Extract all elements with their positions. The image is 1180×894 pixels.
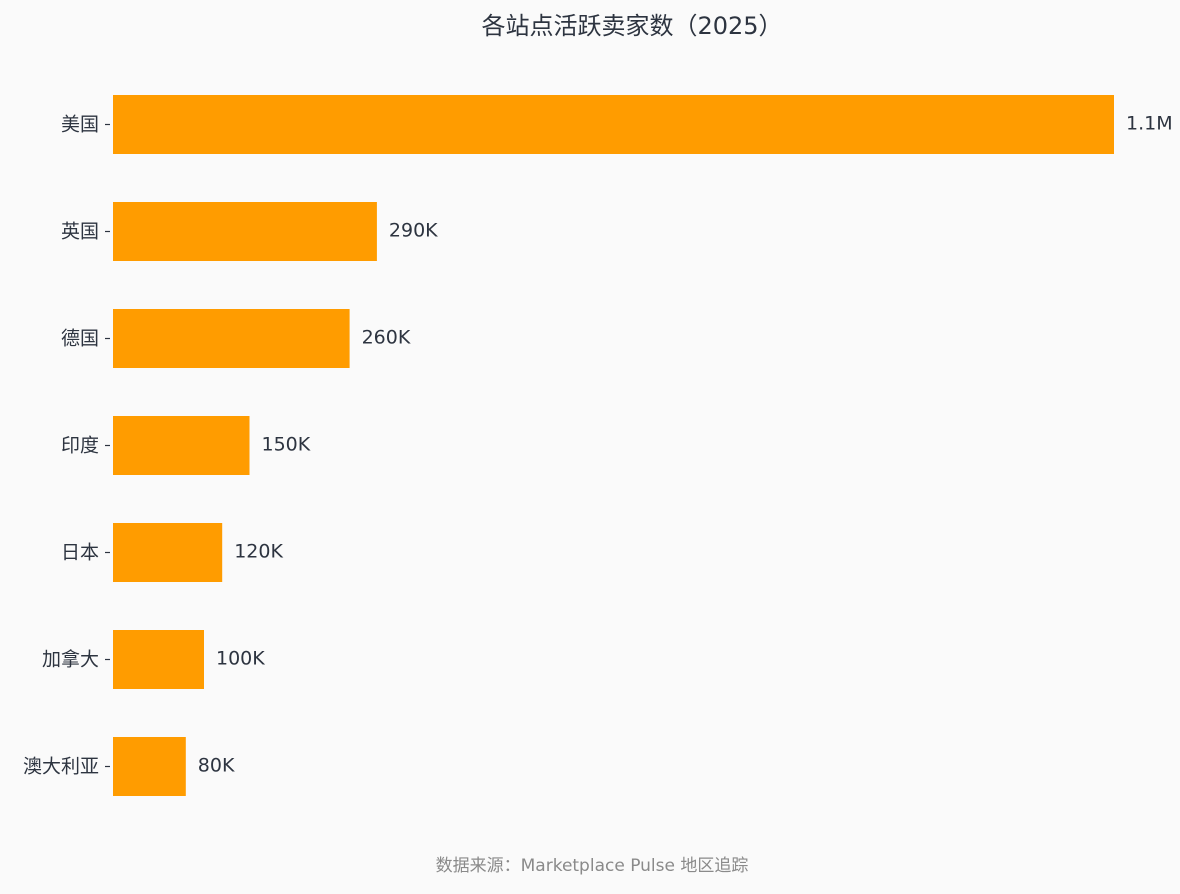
data-label-5: 100K — [216, 648, 265, 670]
data-label-6: 80K — [198, 755, 235, 777]
y-tick-label-2: 德国 — [61, 328, 99, 350]
data-label-0: 1.1M — [1126, 113, 1173, 135]
y-tick-label-1: 英国 — [61, 221, 99, 243]
bar-2 — [113, 309, 350, 368]
chart-source-note: 数据来源：Marketplace Pulse 地区追踪 — [436, 856, 749, 876]
data-label-1: 290K — [389, 220, 438, 242]
bar-0 — [113, 95, 1114, 154]
y-tick-label-0: 美国 — [61, 114, 99, 136]
y-tick-label-3: 印度 — [61, 435, 99, 457]
y-tick-label-5: 加拿大 — [42, 648, 99, 671]
y-tick-label-6: 澳大利亚 — [23, 756, 99, 778]
bar-3 — [113, 416, 250, 475]
data-label-2: 260K — [362, 327, 411, 349]
data-label-3: 150K — [262, 434, 311, 456]
data-label-4: 120K — [234, 541, 283, 563]
bars-layer: 美国 1.1M 英国 290K 德国 260K 印度 150K 日本 120K 加拿大 100K 澳大利… — [23, 95, 1173, 796]
bar-1 — [113, 202, 377, 261]
y-tick-label-4: 日本 — [61, 542, 99, 564]
chart-title: 各站点活跃卖家数（2025） — [481, 12, 782, 40]
bar-4 — [113, 523, 223, 582]
bar-5 — [113, 630, 204, 689]
bar-6 — [113, 737, 186, 796]
